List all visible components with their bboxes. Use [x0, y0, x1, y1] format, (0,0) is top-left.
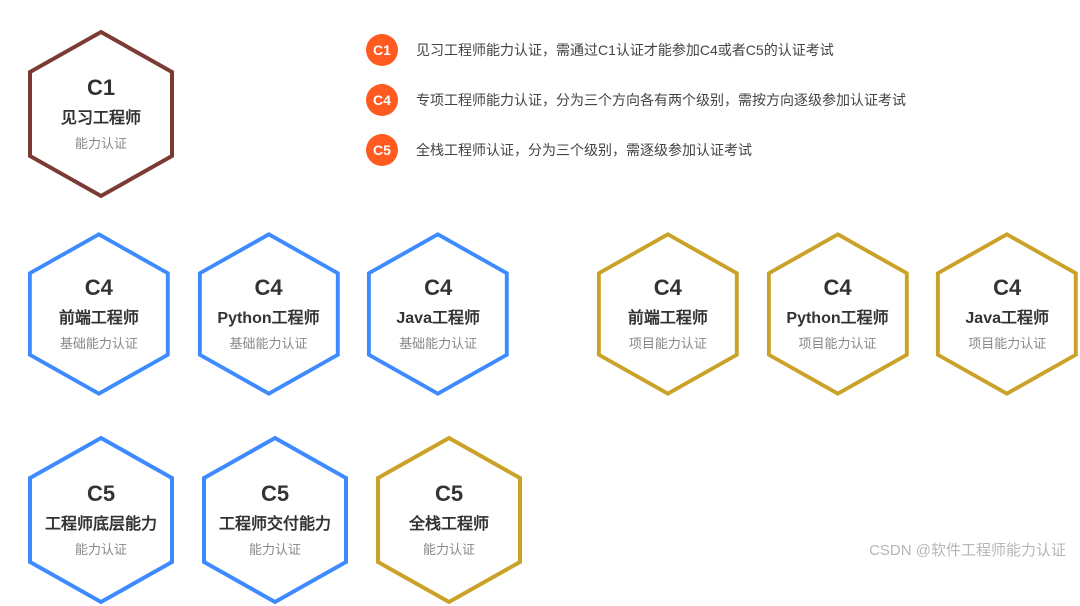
hex-sub: 能力认证: [249, 542, 301, 558]
hex-code: C5: [261, 483, 289, 505]
hex-code: C4: [254, 277, 282, 299]
hex-code: C4: [654, 277, 682, 299]
hex-title: Python工程师: [786, 309, 888, 328]
hex-code: C4: [993, 277, 1021, 299]
hex-c4-python-project: C4 Python工程师 项目能力认证: [765, 228, 911, 400]
hex-c5-fullstack: C5 全栈工程师 能力认证: [374, 434, 524, 606]
hex-title: Python工程师: [217, 309, 319, 328]
legend: C1 见习工程师能力认证，需通过C1认证才能参加C4或者C5的认证考试 C4 专…: [366, 34, 906, 166]
legend-text: 见习工程师能力认证，需通过C1认证才能参加C4或者C5的认证考试: [416, 40, 834, 60]
hex-sub: 基础能力认证: [60, 336, 138, 352]
hex-sub: 项目能力认证: [629, 336, 707, 352]
hex-code: C5: [87, 483, 115, 505]
hex-c4-frontend-project: C4 前端工程师 项目能力认证: [595, 228, 741, 400]
legend-text: 全栈工程师认证，分为三个级别，需逐级参加认证考试: [416, 140, 752, 160]
legend-row: C5 全栈工程师认证，分为三个级别，需逐级参加认证考试: [366, 134, 906, 166]
hex-c1: C1 见习工程师 能力认证: [26, 28, 176, 200]
hex-c5-delivery: C5 工程师交付能力 能力认证: [200, 434, 350, 606]
hex-title: 见习工程师: [61, 109, 141, 128]
hex-c4-java-project: C4 Java工程师 项目能力认证: [934, 228, 1080, 400]
legend-badge: C5: [366, 134, 398, 166]
hex-title: 前端工程师: [628, 309, 708, 328]
hex-code: C4: [424, 277, 452, 299]
hex-sub: 基础能力认证: [230, 336, 308, 352]
hex-sub: 能力认证: [75, 542, 127, 558]
hex-sub: 能力认证: [75, 136, 127, 152]
hex-code: C4: [85, 277, 113, 299]
hex-code: C5: [435, 483, 463, 505]
hex-c4-frontend-basic: C4 前端工程师 基础能力认证: [26, 228, 172, 400]
hex-title: 全栈工程师: [409, 515, 489, 534]
hex-title: Java工程师: [965, 309, 1049, 328]
hex-title: 工程师底层能力: [45, 515, 157, 534]
watermark: CSDN @软件工程师能力认证: [869, 539, 1066, 560]
hex-code: C1: [87, 77, 115, 99]
hex-sub: 项目能力认证: [799, 336, 877, 352]
hex-row-c4: C4 前端工程师 基础能力认证 C4 Python工程师 基础能力认证 C4 J…: [0, 228, 1080, 400]
hex-title: 工程师交付能力: [219, 515, 331, 534]
hex-sub: 项目能力认证: [968, 336, 1046, 352]
cluster-gap: [535, 228, 571, 400]
legend-text: 专项工程师能力认证，分为三个方向各有两个级别，需按方向逐级参加认证考试: [416, 90, 906, 110]
hex-c4-java-basic: C4 Java工程师 基础能力认证: [365, 228, 511, 400]
legend-badge: C4: [366, 84, 398, 116]
hex-code: C4: [823, 277, 851, 299]
hex-sub: 能力认证: [423, 542, 475, 558]
hex-title: 前端工程师: [59, 309, 139, 328]
hex-c4-python-basic: C4 Python工程师 基础能力认证: [196, 228, 342, 400]
top-row: C1 见习工程师 能力认证 C1 见习工程师能力认证，需通过C1认证才能参加C4…: [0, 0, 1080, 200]
hex-c5-base: C5 工程师底层能力 能力认证: [26, 434, 176, 606]
hex-title: Java工程师: [396, 309, 480, 328]
hex-sub: 基础能力认证: [399, 336, 477, 352]
legend-row: C1 见习工程师能力认证，需通过C1认证才能参加C4或者C5的认证考试: [366, 34, 906, 66]
legend-badge: C1: [366, 34, 398, 66]
legend-row: C4 专项工程师能力认证，分为三个方向各有两个级别，需按方向逐级参加认证考试: [366, 84, 906, 116]
hex-row-c5: C5 工程师底层能力 能力认证 C5 工程师交付能力 能力认证 C5 全栈工程师…: [0, 434, 1080, 606]
